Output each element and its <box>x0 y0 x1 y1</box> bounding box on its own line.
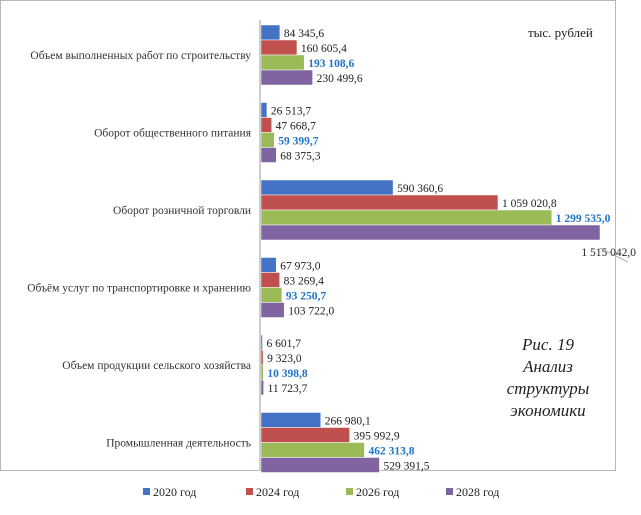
bar-2024-год <box>260 117 272 133</box>
legend-label: 2024 год <box>256 485 299 499</box>
value-label: 9 323,0 <box>267 353 302 365</box>
bar-2028-год <box>260 224 601 241</box>
bar-2020-год <box>260 412 321 428</box>
bar-2026-год <box>260 132 275 148</box>
value-label: 160 605,4 <box>301 43 347 55</box>
value-label: 529 391,5 <box>383 461 429 473</box>
value-label: 462 313,8 <box>368 446 414 458</box>
value-label: 93 250,7 <box>286 291 327 303</box>
value-label: 1 299 535,0 <box>556 213 611 225</box>
category-label: Объем выполненных работ по строительству <box>30 50 251 62</box>
bar-2024-год <box>260 427 350 443</box>
caption-line: Анализ <box>522 357 573 376</box>
value-label: 10 398,8 <box>267 368 308 380</box>
value-label: 590 360,6 <box>397 183 443 195</box>
category-labels: Объем выполненных работ по строительству… <box>27 50 251 450</box>
value-label: 193 108,6 <box>308 58 354 70</box>
bar-2028-год <box>260 69 313 86</box>
value-labels: 84 345,6 160 605,4 193 108,6 230 499,6 26 51… <box>267 28 637 473</box>
category-label: Оборот общественного питания <box>94 128 252 140</box>
bar-2028-год <box>260 457 380 473</box>
unit-label: тыс. рублей <box>528 25 593 40</box>
value-label: 1 059 020,8 <box>502 198 557 210</box>
value-label: 103 722,0 <box>288 306 334 318</box>
bar-2026-год <box>260 364 264 381</box>
bar-2024-год <box>260 39 298 56</box>
value-label: 59 399,7 <box>278 136 319 148</box>
legend: 2020 год 2024 год 2026 год 2028 год <box>143 485 499 499</box>
value-label: 395 992,9 <box>354 431 400 443</box>
bar-2024-год <box>260 272 280 288</box>
bar-2028-год <box>260 147 277 163</box>
value-label: 83 269,4 <box>284 276 325 288</box>
category-label: Объем продукции сельского хозяйства <box>62 360 251 372</box>
legend-label: 2020 год <box>153 485 196 499</box>
value-label: 266 980,1 <box>325 416 371 428</box>
figure-caption: Рис. 19 Анализ структуры экономики <box>507 335 590 420</box>
bar-2026-год <box>260 442 365 458</box>
legend-swatch <box>446 488 453 495</box>
caption-line: структуры <box>507 379 590 398</box>
bar-2020-год <box>260 179 394 196</box>
bar-2028-год <box>260 379 264 396</box>
value-label: 230 499,6 <box>317 73 363 85</box>
caption-line: Рис. 19 <box>521 335 574 354</box>
value-label: 26 513,7 <box>271 106 312 118</box>
category-label: Оборот розничной торговли <box>113 205 251 217</box>
value-label: 11 723,7 <box>268 383 308 395</box>
bar-2024-год <box>260 194 499 211</box>
legend-swatch <box>246 488 253 495</box>
bar-2020-год <box>260 334 263 351</box>
legend-label: 2026 год <box>356 485 399 499</box>
bar-series <box>260 24 601 473</box>
bar-2026-год <box>260 54 305 71</box>
bar-2026-год <box>260 209 553 226</box>
value-label: 68 375,3 <box>280 151 321 163</box>
label-leader-line <box>599 247 629 263</box>
value-label: 6 601,7 <box>267 338 302 350</box>
bar-2020-год <box>260 102 268 118</box>
value-label: 84 345,6 <box>284 28 325 40</box>
category-label: Объём услуг по транспортировке и хранени… <box>27 283 251 295</box>
value-label: 67 973,0 <box>280 261 321 273</box>
caption-line: экономики <box>510 401 585 420</box>
value-label: 1 515 042,0 <box>581 247 636 259</box>
legend-swatch <box>143 488 150 495</box>
bar-2020-год <box>260 24 281 41</box>
bar-2020-год <box>260 257 277 273</box>
legend-label: 2028 год <box>456 485 499 499</box>
bar-2026-год <box>260 287 283 303</box>
category-label: Промышленная деятельность <box>106 438 251 450</box>
bar-2024-год <box>260 349 264 366</box>
value-label: 47 668,7 <box>276 121 317 133</box>
bar-2028-год <box>260 302 285 318</box>
legend-swatch <box>346 488 353 495</box>
